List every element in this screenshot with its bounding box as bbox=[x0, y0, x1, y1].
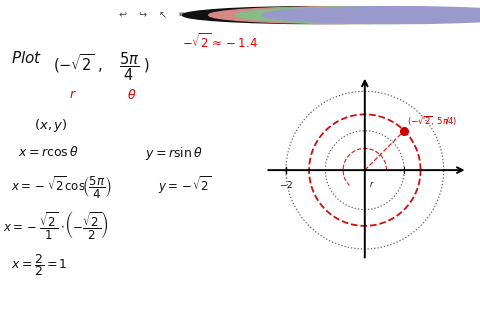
Text: ↪: ↪ bbox=[139, 10, 146, 20]
Text: $x=-\dfrac{\sqrt{2}}{1}\cdot\!\left(-\dfrac{\sqrt{2}}{2}\right)$: $x=-\dfrac{\sqrt{2}}{1}\cdot\!\left(-\df… bbox=[3, 209, 108, 241]
Text: ✂: ✂ bbox=[199, 10, 207, 20]
Text: $(-\sqrt{2},\,5\pi\!/\!4)$: $(-\sqrt{2},\,5\pi\!/\!4)$ bbox=[408, 114, 458, 128]
Text: ▣: ▣ bbox=[259, 10, 268, 20]
Text: $y = r\sin\theta$: $y = r\sin\theta$ bbox=[145, 145, 203, 162]
Text: $-2$: $-2$ bbox=[279, 179, 293, 190]
Text: $r$: $r$ bbox=[369, 179, 375, 189]
Text: ↖: ↖ bbox=[159, 10, 167, 20]
Circle shape bbox=[235, 7, 480, 24]
Text: A: A bbox=[240, 10, 247, 20]
Text: $\theta$: $\theta$ bbox=[127, 88, 136, 102]
Circle shape bbox=[209, 7, 478, 24]
Text: $x = -\sqrt{2}\cos\!\!\left(\dfrac{5\pi}{4}\right)$: $x = -\sqrt{2}\cos\!\!\left(\dfrac{5\pi}… bbox=[11, 174, 112, 200]
Text: $(x, y)$: $(x, y)$ bbox=[35, 116, 68, 134]
Text: $\mathit{Plot}$: $\mathit{Plot}$ bbox=[11, 50, 42, 66]
Text: ✏: ✏ bbox=[179, 10, 187, 20]
Text: $x = r\cos\theta$: $x = r\cos\theta$ bbox=[18, 145, 79, 159]
Text: $r$: $r$ bbox=[69, 88, 76, 101]
Text: $x=\dfrac{2}{2}=1$: $x=\dfrac{2}{2}=1$ bbox=[11, 252, 67, 278]
Text: $-\sqrt{2}\approx-1.4$: $-\sqrt{2}\approx-1.4$ bbox=[182, 32, 258, 51]
Circle shape bbox=[182, 7, 451, 24]
Text: ↩: ↩ bbox=[119, 10, 126, 20]
Text: $y= -\!\sqrt{2}$: $y= -\!\sqrt{2}$ bbox=[158, 174, 212, 196]
Text: /: / bbox=[222, 10, 225, 20]
Circle shape bbox=[262, 7, 480, 24]
Text: $(-\sqrt{2}\ ,\quad\dfrac{5\pi}{4}\ )$: $(-\sqrt{2}\ ,\quad\dfrac{5\pi}{4}\ )$ bbox=[53, 50, 150, 83]
